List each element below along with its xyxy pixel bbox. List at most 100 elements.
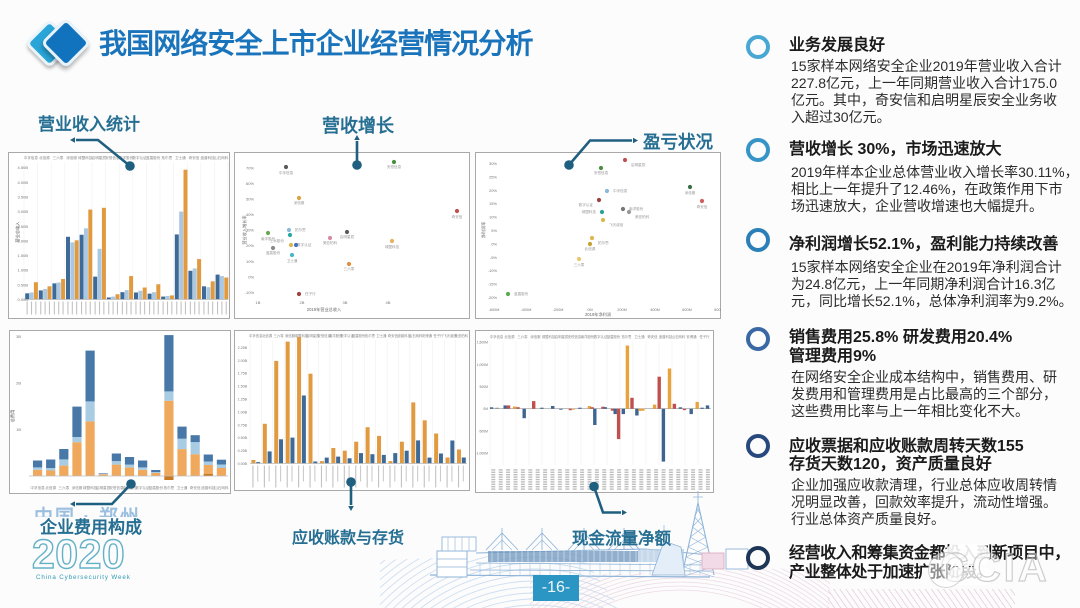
svg-text:2.00B: 2.00B [18, 238, 29, 243]
svg-text:-10%: -10% [488, 268, 498, 273]
svg-text:启明星辰: 启明星辰 [631, 162, 646, 167]
svg-text:15%: 15% [489, 201, 497, 206]
svg-text:数字认证: 数字认证 [132, 155, 147, 160]
svg-text:3B: 3B [16, 334, 21, 339]
svg-text:蓝盾股份: 蓝盾股份 [514, 291, 529, 296]
svg-text:-10%: -10% [245, 290, 255, 295]
svg-text:中孚信息: 中孚信息 [30, 485, 45, 490]
svg-text:山石网科: 山石网科 [672, 334, 686, 339]
svg-text:0.50B: 0.50B [238, 436, 248, 440]
svg-text:三六零: 三六零 [517, 334, 528, 339]
svg-text:400M: 400M [650, 308, 660, 312]
svg-text:1.50B: 1.50B [238, 385, 248, 389]
svg-text:蓝盾股份: 蓝盾股份 [146, 155, 161, 160]
svg-text:任子行: 任子行 [699, 334, 710, 339]
svg-text:深信服: 深信服 [685, 190, 696, 195]
svg-text:奇安信: 奇安信 [697, 204, 708, 209]
svg-text:3B: 3B [343, 300, 348, 305]
svg-text:1B: 1B [256, 300, 261, 305]
svg-text:安博通: 安博通 [422, 333, 433, 338]
svg-text:中孚信息: 中孚信息 [490, 334, 504, 339]
svg-text:4.50B: 4.50B [18, 165, 29, 170]
svg-text:-5%: -5% [490, 255, 498, 260]
svg-text:迪普科技: 迪普科技 [659, 334, 673, 339]
svg-text:1.00B: 1.00B [238, 410, 248, 414]
svg-text:800M: 800M [714, 308, 721, 312]
svg-text:-1,000M: -1,000M [476, 452, 489, 456]
svg-text:北信源: 北信源 [504, 334, 515, 339]
svg-text:奇安信: 奇安信 [190, 485, 201, 490]
svg-text:10%: 10% [489, 215, 497, 220]
svg-text:600M: 600M [682, 308, 692, 312]
svg-text:卫士通: 卫士通 [175, 155, 186, 160]
svg-text:北信源: 北信源 [45, 485, 56, 490]
svg-text:0M: 0M [483, 407, 488, 411]
svg-text:三六零: 三六零 [274, 333, 285, 338]
svg-text:数字认证: 数字认证 [579, 202, 594, 207]
svg-text:20%: 20% [246, 243, 254, 248]
svg-text:4.00B: 4.00B [18, 180, 29, 185]
svg-text:0%: 0% [248, 274, 254, 279]
svg-text:南洋股份: 南洋股份 [119, 155, 134, 160]
svg-text:0%: 0% [491, 241, 497, 246]
svg-text:安恒信息: 安恒信息 [594, 170, 609, 175]
svg-text:70%: 70% [246, 166, 254, 171]
svg-text:1.50B: 1.50B [18, 253, 29, 258]
svg-text:1.00B: 1.00B [18, 268, 29, 273]
svg-text:1.25B: 1.25B [238, 398, 248, 402]
svg-text:0.00B: 0.00B [238, 462, 248, 466]
svg-text:南洋股份: 南洋股份 [581, 334, 595, 339]
svg-text:蓝盾股份: 蓝盾股份 [352, 333, 366, 338]
svg-text:迪普科技: 迪普科技 [201, 485, 216, 490]
svg-text:-600M: -600M [489, 308, 500, 312]
svg-text:拓尔思: 拓尔思 [161, 155, 172, 160]
svg-text:卫士通: 卫士通 [634, 334, 645, 339]
svg-text:卫士通: 卫士通 [177, 485, 188, 490]
svg-text:2.50B: 2.50B [18, 224, 29, 229]
svg-text:10%: 10% [246, 259, 254, 264]
svg-text:安博通: 安博通 [686, 334, 697, 339]
svg-text:-500M: -500M [478, 429, 488, 433]
svg-text:深信服: 深信服 [285, 333, 296, 338]
svg-text:深信服: 深信服 [530, 334, 541, 339]
svg-text:飞天诚信: 飞天诚信 [609, 222, 624, 227]
svg-text:启明星辰: 启明星辰 [340, 234, 355, 239]
svg-text:60%: 60% [246, 181, 254, 186]
svg-text:数字认证: 数字认证 [135, 485, 150, 490]
svg-text:-200M: -200M [553, 308, 564, 312]
svg-text:2019年营业总收入: 2019年营业总收入 [307, 306, 342, 313]
svg-text:启明星辰: 启明星辰 [555, 334, 569, 339]
svg-text:0M: 0M [587, 308, 592, 312]
svg-text:3.00B: 3.00B [18, 209, 29, 214]
svg-text:1,500M: 1,500M [477, 341, 488, 345]
svg-text:迪普科技: 迪普科技 [200, 155, 215, 160]
svg-text:三六零: 三六零 [574, 262, 585, 267]
svg-text:绿盟科技: 绿盟科技 [385, 244, 400, 249]
svg-text:山石网科: 山石网科 [409, 333, 423, 338]
svg-text:40%: 40% [246, 212, 254, 217]
svg-text:任子行: 任子行 [433, 333, 444, 338]
svg-text:安恒信息: 安恒信息 [568, 334, 582, 339]
svg-text:5%: 5% [491, 228, 497, 233]
svg-text:50%: 50% [246, 197, 254, 202]
svg-text:北信源: 北信源 [39, 155, 50, 160]
svg-text:中孚信息: 中孚信息 [279, 170, 294, 175]
svg-text:0.00B: 0.00B [18, 297, 29, 302]
svg-text:蓝盾股份: 蓝盾股份 [149, 485, 164, 490]
svg-text:上水股份: 上水股份 [270, 238, 285, 243]
svg-text:3.50B: 3.50B [18, 195, 29, 200]
svg-text:2B: 2B [300, 300, 305, 305]
svg-text:4B: 4B [386, 300, 391, 305]
svg-text:0.25B: 0.25B [238, 449, 248, 453]
svg-text:拓尔思: 拓尔思 [621, 334, 632, 339]
svg-text:30%: 30% [246, 228, 254, 233]
svg-text:500M: 500M [480, 385, 489, 389]
svg-text:200M: 200M [617, 308, 627, 312]
svg-text:1B: 1B [16, 427, 21, 432]
svg-text:2B: 2B [16, 381, 21, 386]
svg-text:中孚信息: 中孚信息 [24, 155, 39, 160]
svg-text:中孚信息: 中孚信息 [249, 333, 263, 338]
svg-text:绿盟科技: 绿盟科技 [542, 334, 556, 339]
svg-text:中孚信息: 中孚信息 [613, 188, 628, 193]
svg-text:三六零: 三六零 [344, 266, 355, 271]
